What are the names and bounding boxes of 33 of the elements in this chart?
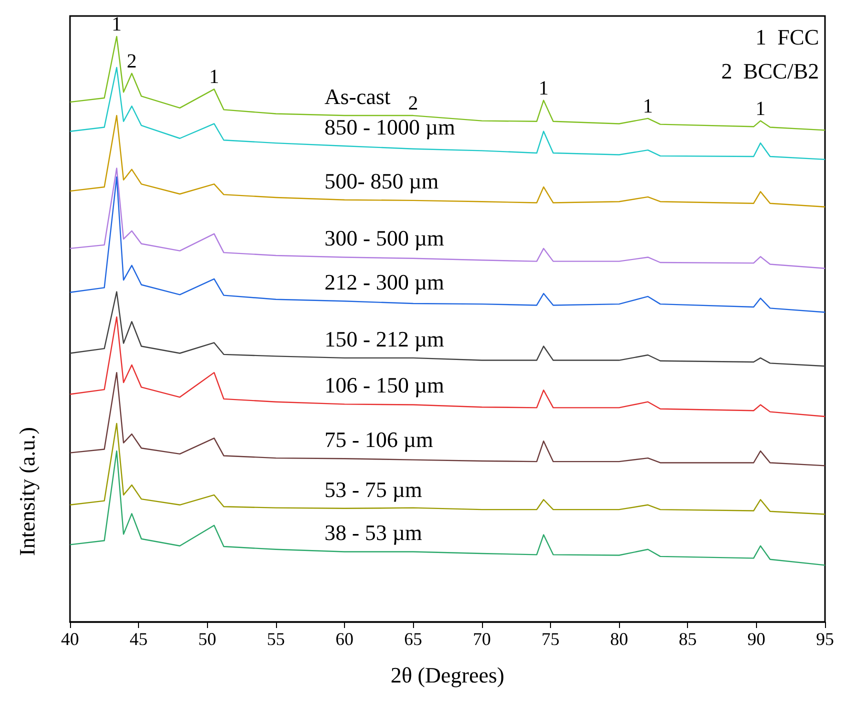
annotation: 2 [126, 50, 137, 72]
series-label: 75 - 106 µm [324, 427, 434, 452]
annotation: 1 [755, 98, 766, 120]
x-tick-label: 80 [610, 629, 628, 649]
annotation: 1 [538, 77, 549, 100]
x-axis-title: 2θ (Degrees) [390, 662, 504, 688]
x-tick-label: 60 [336, 629, 354, 649]
annotation: 1 [112, 13, 122, 36]
x-tick-label: 85 [678, 629, 697, 649]
x-tick-label: 50 [198, 629, 216, 649]
series-label: 850 - 1000 µm [324, 114, 456, 140]
x-tick-label: 75 [541, 629, 560, 649]
series-label: As-cast [324, 84, 391, 110]
annotation: 2 BCC/B2 [721, 58, 820, 84]
annotation: 2 [408, 92, 418, 115]
series-label: 150 - 212 µm [324, 326, 444, 352]
series-label: 106 - 150 µm [324, 372, 444, 398]
series-label: 53 - 75 µm [324, 476, 422, 502]
x-tick-label: 70 [472, 629, 491, 649]
x-tick-label: 65 [404, 629, 422, 649]
series-label: 212 - 300 µm [324, 270, 444, 295]
annotation: 1 FCC [755, 24, 820, 50]
y-axis-title: Intensity (a.u.) [14, 427, 40, 556]
series-label: 38 - 53 µm [324, 520, 422, 546]
x-tick-label: 90 [747, 629, 766, 649]
annotation: 1 [642, 95, 653, 118]
x-tick-label: 45 [130, 629, 148, 649]
annotation: 1 [209, 66, 220, 88]
series-label: 500- 850 µm [324, 168, 439, 194]
x-tick-label: 40 [61, 629, 79, 649]
x-tick-label: 95 [816, 629, 834, 649]
series-label: 300 - 500 µm [324, 226, 444, 251]
x-tick-label: 55 [266, 629, 285, 649]
